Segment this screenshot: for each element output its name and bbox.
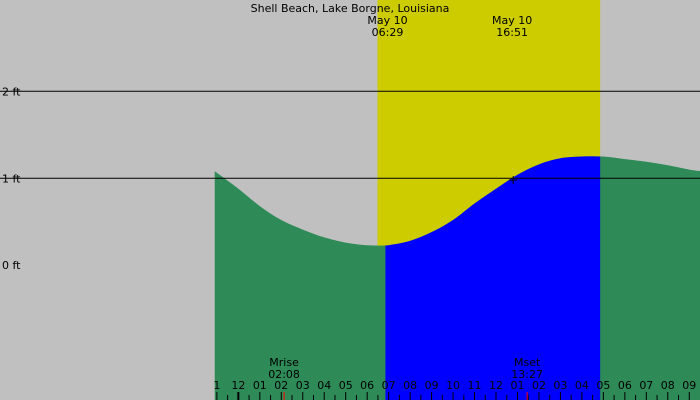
- x-tick-label: 02: [532, 379, 546, 392]
- x-tick-label: 03: [553, 379, 567, 392]
- x-tick-label: 08: [661, 379, 675, 392]
- x-tick-label: 12: [231, 379, 245, 392]
- moonrise-label: Mrise: [269, 356, 299, 369]
- y-tick-label: 0 ft: [2, 259, 21, 272]
- x-tick-label: 11: [468, 379, 482, 392]
- x-tick-label: 01: [510, 379, 524, 392]
- sunrise-time-label: 06:29: [372, 26, 404, 39]
- moon-event-ticks: [283, 392, 528, 400]
- tide-area-highlight-window: [385, 156, 601, 400]
- x-tick-label: 08: [403, 379, 417, 392]
- x-tick-label: 05: [596, 379, 610, 392]
- x-tick-label: 07: [382, 379, 396, 392]
- x-tick-label: 12: [489, 379, 503, 392]
- sunrise-date-label: May 10: [367, 14, 407, 27]
- x-tick-label: 09: [425, 379, 439, 392]
- moonset-label: Mset: [514, 356, 541, 369]
- x-axis-hours: 1 12 01 02 03 04 05 06 07 08 09 10 11 12 01 02 03 04 05 06 0…: [213, 379, 696, 400]
- sunset-time-label: 16:51: [496, 26, 528, 39]
- chart-title: Shell Beach, Lake Borgne, Louisiana: [251, 2, 450, 15]
- x-tick-label: 01: [253, 379, 267, 392]
- x-tick-label: 07: [639, 379, 653, 392]
- y-tick-label: 2 ft: [2, 85, 21, 98]
- y-tick-label: 1 ft: [2, 172, 21, 185]
- x-tick-label: 03: [296, 379, 310, 392]
- moonrise-time: 02:08: [268, 368, 300, 381]
- moonset-time: 13:27: [511, 368, 543, 381]
- x-tick-label: 06: [618, 379, 632, 392]
- x-tick-label: 04: [575, 379, 589, 392]
- y-reference-lines: 2 ft 1 ft 0 ft: [0, 85, 700, 272]
- x-tick-label: 05: [339, 379, 353, 392]
- x-tick-label: 1: [213, 379, 220, 392]
- x-tick-label: 10: [446, 379, 460, 392]
- x-tick-label: 02: [274, 379, 288, 392]
- x-tick-label: 09: [682, 379, 696, 392]
- sunset-date-label: May 10: [492, 14, 532, 27]
- x-tick-label: 04: [317, 379, 331, 392]
- x-tick-label: 06: [360, 379, 374, 392]
- current-time-marker: [509, 176, 518, 184]
